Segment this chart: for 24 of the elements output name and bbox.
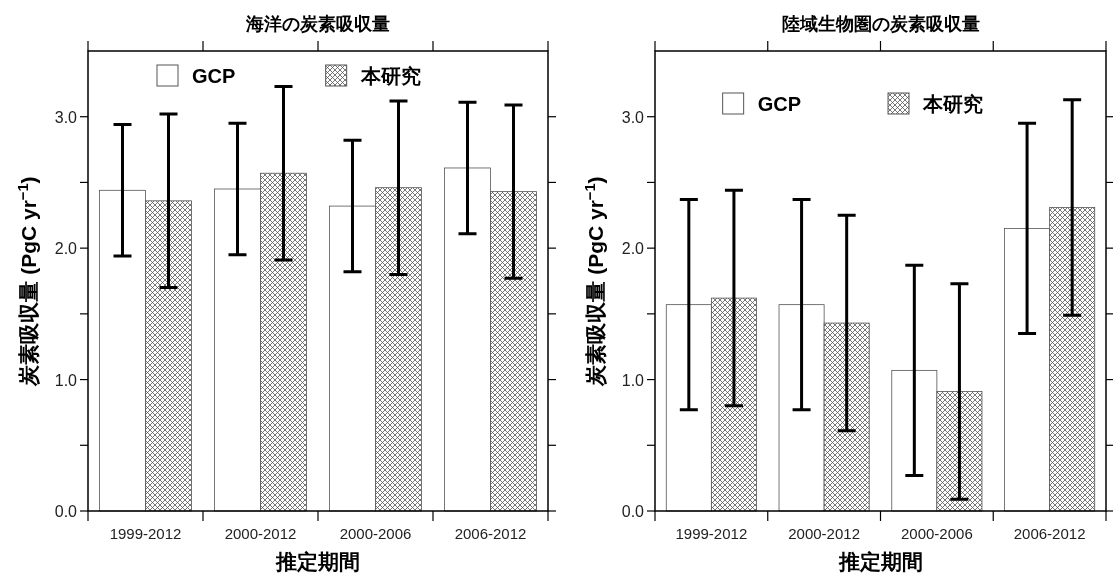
legend-label: 本研究: [359, 65, 421, 87]
x-axis-title: 推定期間: [837, 550, 923, 573]
x-tick-label: 2006-2012: [454, 525, 527, 542]
y-tick-label: 3.0: [54, 108, 78, 126]
y-tick-label: 2.0: [54, 240, 78, 258]
y-tick-label: 0.0: [54, 503, 78, 520]
legend-label: GCP: [757, 93, 801, 115]
x-tick-label: 2000-2012: [224, 525, 297, 542]
x-axis-title: 推定期間: [275, 550, 360, 573]
x-tick-label: 1999-2012: [675, 525, 748, 542]
chart-title: 海洋の炭素吸収量: [245, 14, 390, 34]
y-tick-label: 1.0: [54, 371, 78, 389]
x-tick-label: 2006-2012: [1013, 525, 1086, 542]
y-tick-label: 2.0: [621, 240, 645, 258]
x-tick-label: 2000-2006: [901, 525, 973, 542]
y-tick-label: 0.0: [621, 503, 645, 520]
legend-label: GCP: [192, 65, 236, 87]
legend-label: 本研究: [922, 93, 984, 115]
x-tick-label: 2000-2006: [339, 525, 412, 542]
y-tick-label: 3.0: [621, 108, 645, 126]
chart-title: 陸域生物圏の炭素吸収量: [781, 14, 980, 34]
x-tick-label: 1999-2012: [109, 525, 182, 542]
y-tick-label: 1.0: [621, 371, 645, 389]
x-tick-label: 2000-2012: [788, 525, 860, 542]
